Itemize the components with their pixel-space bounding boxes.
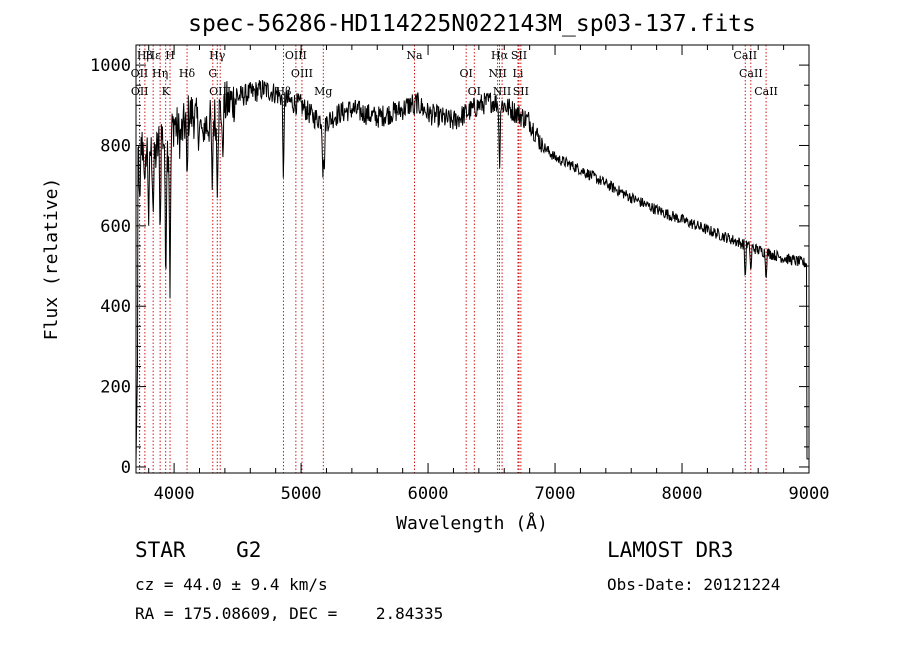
survey-name: LAMOST DR3 [607, 538, 734, 562]
line-label: CaII [733, 49, 757, 62]
y-tick-label: 0 [121, 458, 131, 478]
x-tick-label: 6000 [408, 484, 449, 504]
spectrum-line [135, 80, 809, 464]
line-label: SII [513, 85, 529, 98]
line-label: Mg [314, 85, 332, 98]
y-tick-label: 400 [100, 297, 131, 317]
line-label: H [165, 49, 175, 62]
y-tick-label: 800 [100, 136, 131, 156]
line-label: Hα [491, 49, 509, 62]
line-label: K [162, 85, 171, 98]
line-label: Hβ [137, 49, 153, 62]
line-label: OI [459, 67, 472, 80]
x-axis: 4000 5000 6000 7000 8000 9000 [148, 45, 830, 504]
line-label: OIII [209, 85, 231, 98]
plot-frame [135, 44, 810, 474]
line-labels: HβOIIOIIHεHηKHHδOIIIHγGHβOIIIOIIIMgNaOIO… [131, 49, 778, 98]
x-axis-label: Wavelength (Å) [396, 512, 548, 534]
line-label: Hδ [179, 67, 196, 80]
observation-date: Obs-Date: 20121224 [607, 575, 781, 594]
star-classification: STAR G2 [135, 538, 262, 562]
y-tick-label: 200 [100, 378, 131, 398]
line-label: Hη [152, 67, 168, 80]
x-tick-label: 4000 [154, 484, 195, 504]
chart-title: spec-56286-HD114225N022143M_sp03-137.fit… [188, 11, 756, 37]
line-label: NII [493, 85, 511, 98]
y-axis: 0 200 400 600 800 1000 [90, 56, 809, 478]
line-label: Hγ [209, 49, 226, 62]
line-label: G [208, 67, 217, 80]
redshift-velocity: cz = 44.0 ± 9.4 km/s [135, 575, 328, 594]
line-label: SII [511, 49, 527, 62]
coordinates: RA = 175.08609, DEC = 2.84335 [135, 604, 444, 623]
x-tick-label: 5000 [281, 484, 322, 504]
line-label: OII [131, 67, 149, 80]
line-label: CaII [754, 85, 778, 98]
x-tick-label: 8000 [662, 484, 703, 504]
line-label: OII [131, 85, 149, 98]
line-label: Li [513, 67, 524, 80]
y-tick-label: 1000 [90, 56, 131, 76]
line-label: CaII [739, 67, 763, 80]
x-tick-label: 7000 [535, 484, 576, 504]
line-label: Na [406, 49, 423, 62]
y-tick-label: 600 [100, 217, 131, 237]
line-markers [138, 45, 767, 473]
x-tick-label: 9000 [789, 484, 830, 504]
line-label: Hε [145, 49, 161, 62]
line-label: OIII [291, 67, 313, 80]
line-label: NII [488, 67, 506, 80]
line-label: OI [468, 85, 481, 98]
line-label: OIII [285, 49, 307, 62]
y-axis-label: Flux (relative) [41, 178, 62, 341]
